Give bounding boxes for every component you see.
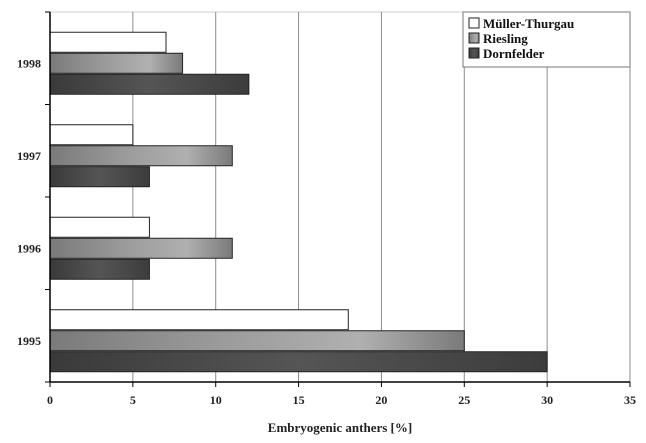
- bar-m-ller-thurgau-1996: [49, 216, 150, 238]
- x-tick-label: 0: [47, 393, 53, 407]
- plot-area: 0 5 10 15 20 25 30 35 1995 1996 1997 1998: [17, 11, 636, 407]
- legend-label: Riesling: [483, 31, 528, 46]
- bar-m-ller-thurgau-1995: [49, 309, 349, 331]
- legend-box: [462, 11, 631, 68]
- x-axis-title: Embryogenic anthers [%]: [268, 420, 412, 435]
- bar-dornfelder-1995: [49, 351, 548, 373]
- bars: [49, 31, 548, 373]
- legend-swatch: [468, 47, 480, 59]
- y-tick-label: 1997: [17, 149, 41, 163]
- y-tick-labels: 1995 1996 1997 1998: [17, 11, 50, 383]
- bar-riesling-1996: [49, 237, 233, 259]
- legend-label: Müller-Thurgau: [483, 16, 574, 31]
- x-tick-label: 10: [210, 393, 222, 407]
- bar-m-ller-thurgau-1998: [49, 31, 167, 53]
- x-tick-label: 5: [130, 393, 136, 407]
- y-tick-label: 1998: [17, 56, 41, 70]
- bar-m-ller-thurgau-1997: [49, 124, 134, 146]
- bar-dornfelder-1998: [49, 73, 250, 95]
- x-tick-label: 30: [541, 393, 553, 407]
- legend-swatch: [468, 17, 480, 29]
- bar-riesling-1997: [49, 145, 233, 167]
- legend-swatch: [468, 32, 480, 44]
- x-tick-labels: 0 5 10 15 20 25 30 35: [47, 382, 636, 407]
- y-tick-label: 1995: [17, 334, 41, 348]
- bar-dornfelder-1997: [49, 166, 150, 188]
- bar-riesling-1995: [49, 330, 465, 352]
- x-tick-label: 20: [375, 393, 387, 407]
- x-tick-label: 25: [458, 393, 470, 407]
- bar-dornfelder-1996: [49, 258, 150, 280]
- legend-label: Dornfelder: [483, 46, 545, 61]
- y-tick-label: 1996: [17, 241, 41, 255]
- x-tick-label: 35: [624, 393, 636, 407]
- bar-riesling-1998: [49, 52, 184, 74]
- x-tick-label: 15: [293, 393, 305, 407]
